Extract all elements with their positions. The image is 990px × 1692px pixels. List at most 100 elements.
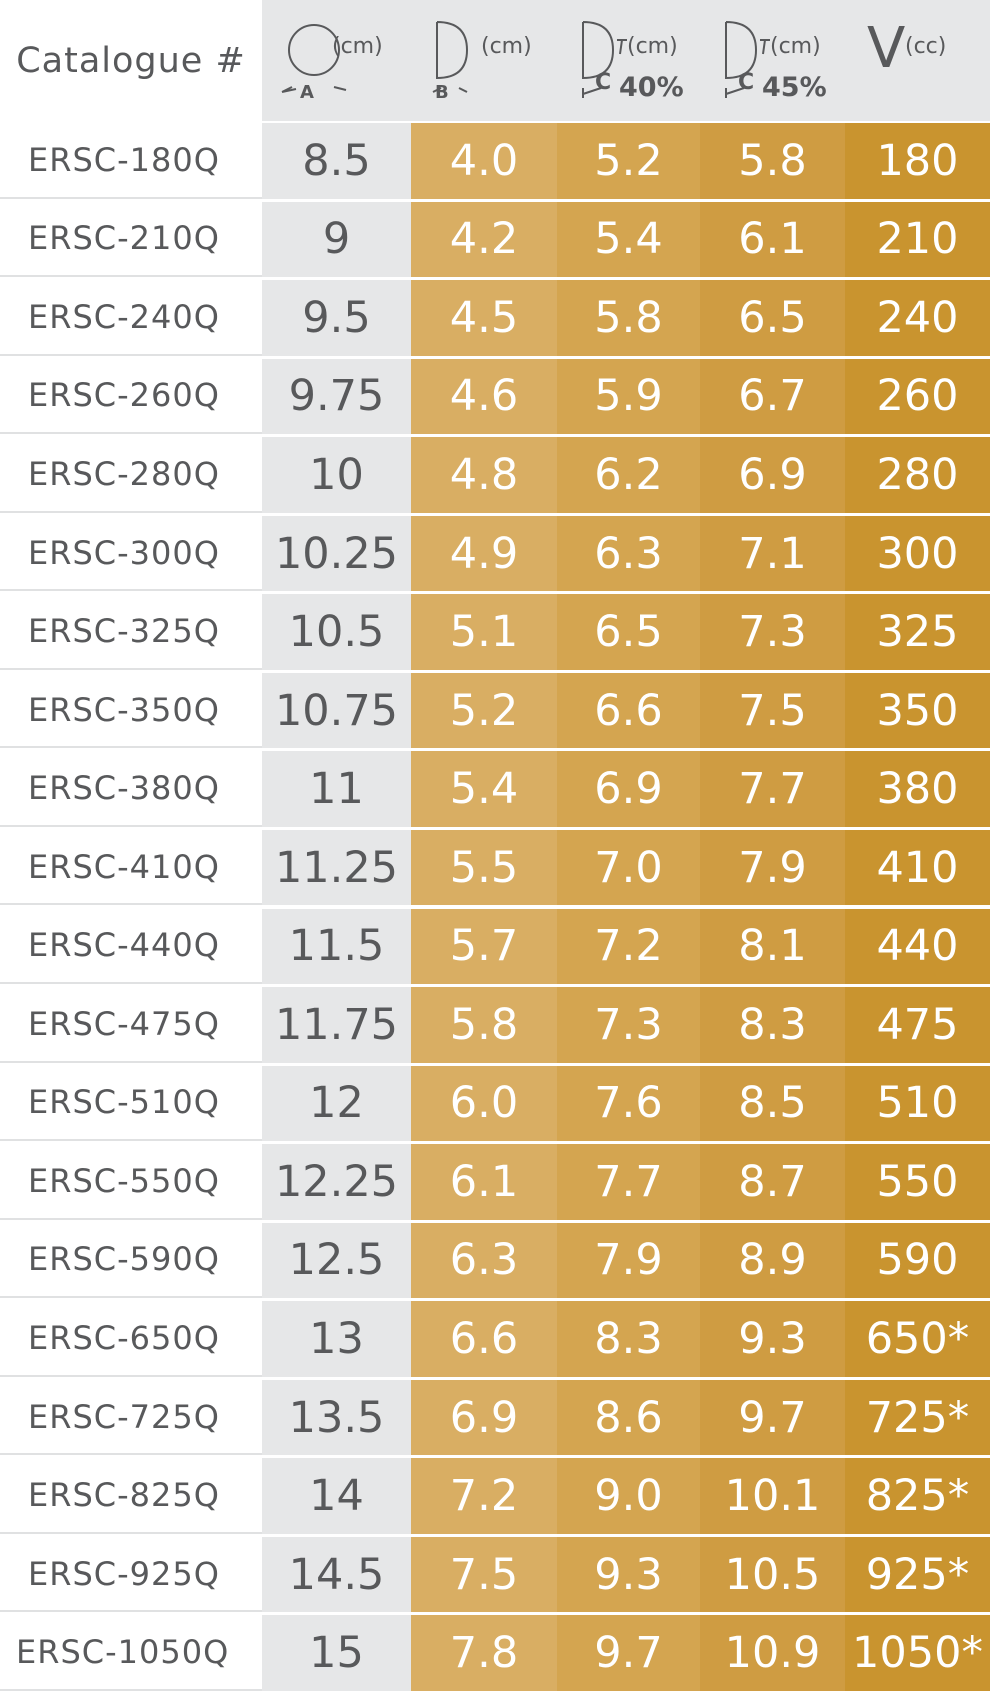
header-unit: (cm) <box>332 34 383 59</box>
value-cell: 10.75 <box>262 672 411 749</box>
value-cell: 10.25 <box>262 515 411 592</box>
value-cell: 550 <box>845 1144 990 1220</box>
value-cell: 7.5 <box>411 1536 557 1613</box>
header-label: C <box>738 70 755 95</box>
catalogue-number: ERSC-280Q <box>0 437 262 513</box>
value-cell: 440 <box>845 908 990 985</box>
header-percent: 40% <box>619 72 684 103</box>
value-cell: 7.7 <box>700 751 845 827</box>
value-cell: 9 <box>262 201 411 278</box>
value-cell: 15 <box>262 1615 411 1691</box>
value-cell: 7.9 <box>557 1222 700 1299</box>
value-cell: 7.9 <box>700 829 845 906</box>
value-cell: 4.9 <box>411 515 557 592</box>
value-cell: 11.75 <box>262 987 411 1063</box>
value-cell: 325 <box>845 594 990 670</box>
value-cell: 6.7 <box>700 358 845 435</box>
value-cell: 12.5 <box>262 1222 411 1299</box>
value-cell: 350 <box>845 672 990 749</box>
catalogue-number: ERSC-240Q <box>0 280 262 356</box>
value-cell: 7.7 <box>557 1144 700 1220</box>
value-cell: 7.1 <box>700 515 845 592</box>
value-cell: 12 <box>262 1065 411 1142</box>
value-cell: 6.2 <box>557 437 700 513</box>
header-label: C <box>595 70 612 95</box>
value-cell: 6.9 <box>411 1379 557 1456</box>
header-icon <box>582 21 627 98</box>
value-cell: 8.3 <box>557 1301 700 1377</box>
value-cell: 6.5 <box>557 594 700 670</box>
value-cell: 10.1 <box>700 1458 845 1534</box>
catalogue-number: ERSC-825Q <box>0 1458 262 1534</box>
value-cell: 14.5 <box>262 1536 411 1613</box>
value-cell: 11 <box>262 751 411 827</box>
value-cell: 510 <box>845 1065 990 1142</box>
value-cell: 9.5 <box>262 280 411 356</box>
value-cell: 5.8 <box>411 987 557 1063</box>
value-cell: 10.5 <box>700 1536 845 1613</box>
catalogue-number: ERSC-210Q <box>0 201 262 278</box>
value-cell: 5.2 <box>557 123 700 199</box>
catalogue-number: ERSC-350Q <box>0 672 262 749</box>
value-cell: 5.7 <box>411 908 557 985</box>
catalogue-number: ERSC-300Q <box>0 515 262 592</box>
value-cell: 240 <box>845 280 990 356</box>
value-cell: 5.1 <box>411 594 557 670</box>
value-cell: 5.9 <box>557 358 700 435</box>
value-cell: 260 <box>845 358 990 435</box>
value-cell: 590 <box>845 1222 990 1299</box>
value-cell: 4.6 <box>411 358 557 435</box>
header-catalogue: Catalogue # <box>0 0 262 121</box>
value-cell: 4.8 <box>411 437 557 513</box>
value-cell: 7.5 <box>700 672 845 749</box>
value-cell: 725* <box>845 1379 990 1456</box>
value-cell: 12.25 <box>262 1144 411 1220</box>
value-cell: 8.6 <box>557 1379 700 1456</box>
header-label: B <box>435 82 449 103</box>
value-cell: 13.5 <box>262 1379 411 1456</box>
value-cell: 10.9 <box>700 1615 845 1691</box>
catalogue-number: ERSC-410Q <box>0 829 262 906</box>
value-cell: 14 <box>262 1458 411 1534</box>
value-cell: 8.5 <box>700 1065 845 1142</box>
catalogue-number: ERSC-180Q <box>0 123 262 199</box>
value-cell: 5.4 <box>557 201 700 278</box>
value-cell: 9.75 <box>262 358 411 435</box>
catalogue-number: ERSC-440Q <box>0 908 262 985</box>
value-cell: 7.0 <box>557 829 700 906</box>
catalogue-number: ERSC-590Q <box>0 1222 262 1299</box>
header-unit: (cm) <box>627 34 678 59</box>
catalogue-number: ERSC-325Q <box>0 594 262 670</box>
value-cell: 9.0 <box>557 1458 700 1534</box>
value-cell: 1050* <box>845 1615 990 1691</box>
value-cell: 8.1 <box>700 908 845 985</box>
value-cell: 6.0 <box>411 1065 557 1142</box>
catalogue-number: ERSC-260Q <box>0 358 262 435</box>
value-cell: 11.5 <box>262 908 411 985</box>
value-cell: 410 <box>845 829 990 906</box>
catalogue-number: ERSC-475Q <box>0 987 262 1063</box>
value-cell: 4.0 <box>411 123 557 199</box>
header-unit: (cc) <box>905 34 947 59</box>
value-cell: 4.5 <box>411 280 557 356</box>
value-cell: 6.1 <box>700 201 845 278</box>
value-cell: 8.5 <box>262 123 411 199</box>
value-cell: 7.6 <box>557 1065 700 1142</box>
value-cell: 9.7 <box>557 1615 700 1691</box>
header-unit: (cm) <box>770 34 821 59</box>
header-cell: (cm) B <box>411 0 557 121</box>
value-cell: 6.6 <box>411 1301 557 1377</box>
header-cell: (cm) A <box>262 0 411 121</box>
header-cell: (cm) C 40% <box>557 0 700 121</box>
value-cell: 9.3 <box>700 1301 845 1377</box>
value-cell: 380 <box>845 751 990 827</box>
value-cell: 13 <box>262 1301 411 1377</box>
header-icon <box>725 21 770 98</box>
value-cell: 7.2 <box>411 1458 557 1534</box>
value-cell: 5.2 <box>411 672 557 749</box>
value-cell: 6.3 <box>557 515 700 592</box>
header-unit: (cm) <box>481 34 532 59</box>
value-cell: 5.8 <box>700 123 845 199</box>
value-cell: 8.3 <box>700 987 845 1063</box>
